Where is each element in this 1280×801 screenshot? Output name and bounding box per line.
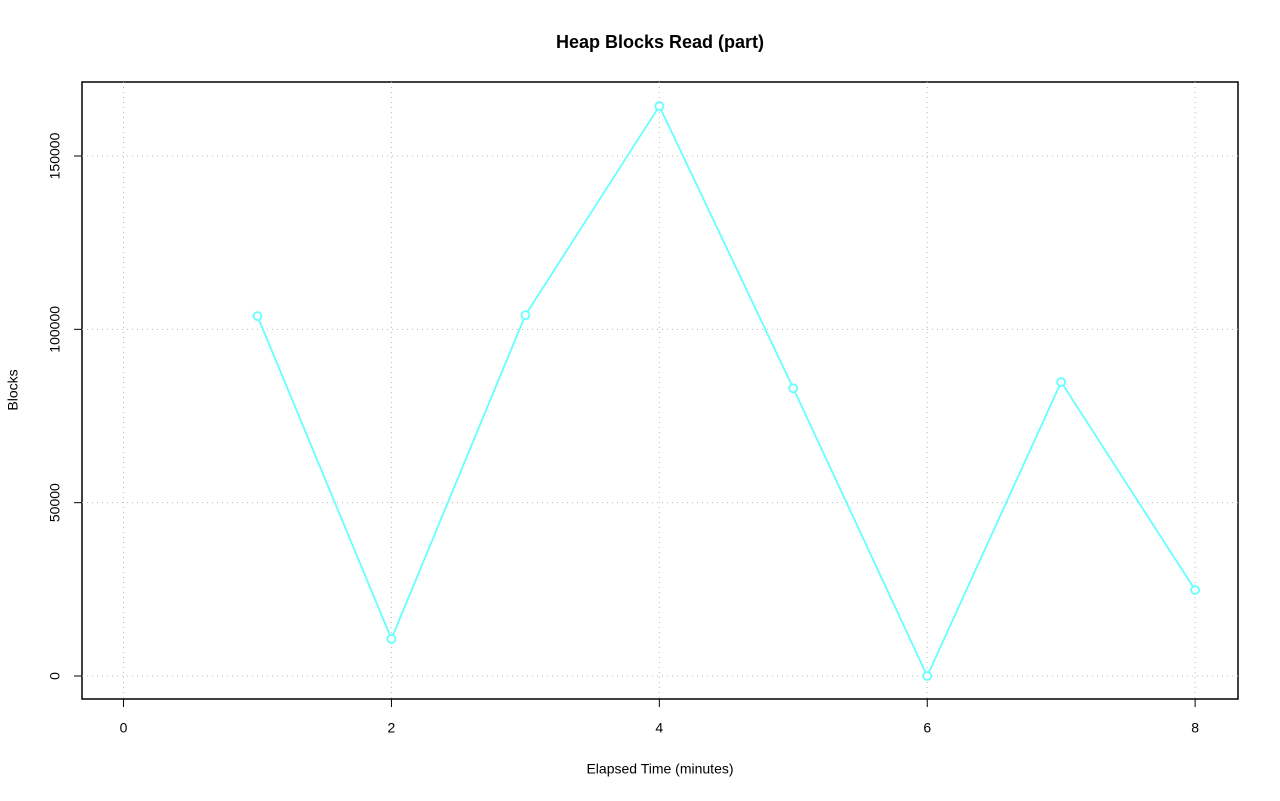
plot-frame [81,81,1239,700]
data-point [386,634,397,644]
y-tick-label: 0 [47,672,63,680]
series-line [256,104,1196,679]
y-tick-label: 150000 [47,132,63,179]
x-tick-label: 0 [120,720,128,736]
data-point [520,310,531,321]
y-tick-label: 50000 [47,483,63,522]
data-point [788,383,799,394]
x-tick-label: 8 [1191,720,1199,736]
data-point [1190,585,1201,595]
x-axis-label: Elapsed Time (minutes) [586,761,733,777]
data-point [1056,377,1067,387]
data-point [654,101,665,111]
x-tick-label: 4 [655,720,663,736]
x-tick-label: 6 [923,720,931,736]
chart-title: Heap Blocks Read (part) [556,32,764,52]
data-point [922,671,933,681]
y-axis-label: Blocks [5,369,21,410]
y-tick-label: 100000 [47,306,63,353]
x-tick-label: 2 [388,720,396,736]
data-point [252,311,263,322]
